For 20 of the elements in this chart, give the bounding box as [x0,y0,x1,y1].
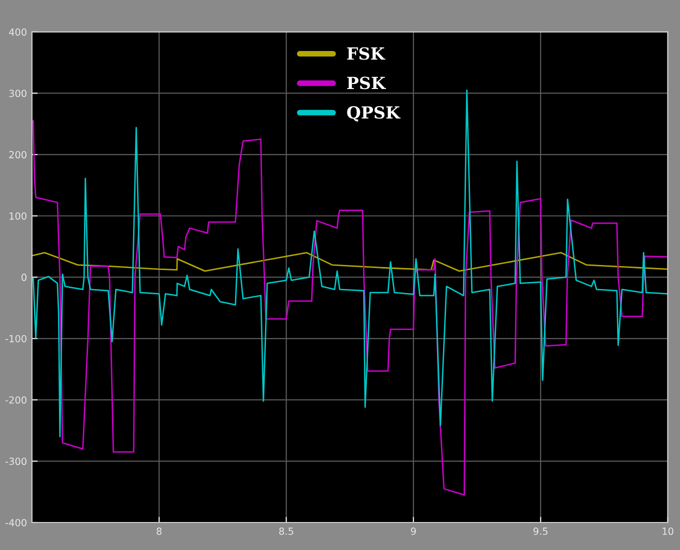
legend-label: PSK [347,76,386,90]
y-tick-label: 400 [9,28,26,36]
legend-label: FSK [347,47,386,60]
x-tick-label: 9 [410,528,416,535]
x-tick-label: 8 [156,528,162,535]
y-tick-label: 300 [9,90,26,98]
legend-label: QPSK [347,106,400,122]
y-tick-label: -100 [6,335,26,342]
x-tick-label: 9.5 [533,528,548,535]
line-series [32,89,668,438]
y-tick-label: 0 [22,274,26,282]
y-tick-label: -400 [6,518,26,526]
y-tick-label: 200 [9,151,26,158]
x-tick-label: 10 [662,528,674,535]
y-tick-label: 100 [10,212,26,220]
line-series [32,252,668,272]
x-tick-label: 8.5 [279,528,294,535]
y-tick-label: -300 [6,458,26,466]
line-series [32,120,668,496]
y-tick-label: -200 [6,396,26,404]
